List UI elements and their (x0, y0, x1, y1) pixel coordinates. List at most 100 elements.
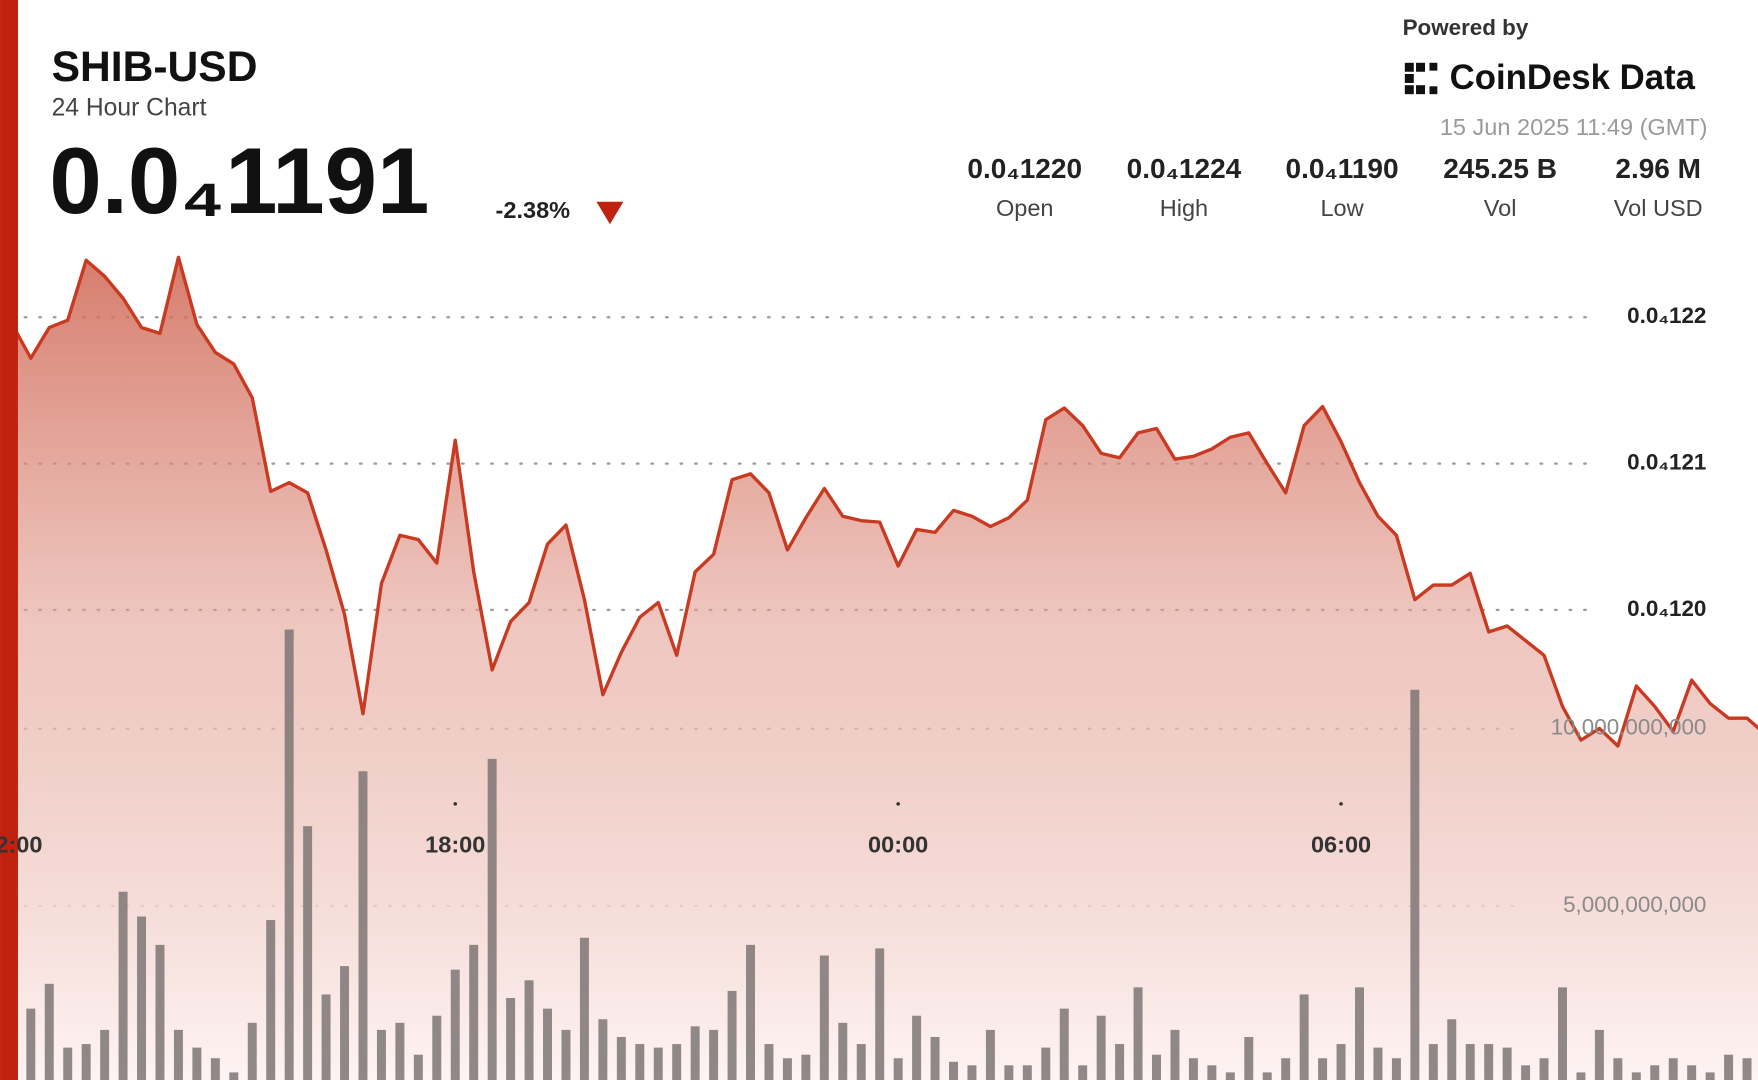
volume-bar (1539, 1058, 1549, 1080)
volume-bar (672, 1044, 682, 1080)
volume-bar (1594, 1029, 1604, 1080)
x-tick-mark (1339, 802, 1343, 806)
brand-logo (1404, 62, 1438, 95)
volume-bar (1631, 1072, 1641, 1080)
stat-label: High (1160, 195, 1208, 221)
volume-bar (801, 1054, 811, 1080)
accent-bar (0, 0, 18, 1080)
volume-bar (709, 1029, 719, 1080)
volume-bar (1484, 1044, 1494, 1080)
volume-bar (1336, 1044, 1346, 1080)
volume-bar (1318, 1058, 1328, 1080)
volume-bar (1355, 987, 1364, 1080)
volume-bar (1041, 1047, 1051, 1080)
current-price: 0.0₄1191 (49, 128, 429, 233)
x-tick-label: 00:00 (868, 832, 928, 858)
volume-bar (690, 1026, 700, 1080)
stats: 0.0₄1220 Open 0.0₄1224 High 0.0₄1190 Low 245.2… (967, 153, 1702, 221)
stat-value: 245.25 B (1443, 153, 1557, 184)
volume-bar (63, 1047, 73, 1080)
volume-bar (1373, 1047, 1383, 1080)
stat-label: Low (1320, 195, 1364, 221)
x-tick-label: 12:00 (0, 832, 42, 858)
chart-subtitle: 24 Hour Chart (52, 94, 207, 121)
volume-bar (1724, 1054, 1734, 1080)
volume-bar (1225, 1072, 1235, 1080)
volume-bar (1004, 1065, 1014, 1080)
line-layer (17, 255, 1758, 806)
volume-bar (155, 944, 165, 1080)
timestamp: 15 Jun 2025 11:49 (GMT) (1440, 114, 1708, 140)
volume-bar (1410, 689, 1420, 1080)
volume-bar (1299, 994, 1309, 1080)
volume-bar (653, 1047, 663, 1080)
volume-bar (1152, 1054, 1161, 1080)
volume-bar (1558, 987, 1567, 1080)
volume-bar (1521, 1065, 1531, 1080)
volume-bar (1705, 1072, 1715, 1080)
stat-value: 2.96 M (1615, 153, 1701, 184)
volume-bar (487, 758, 497, 1080)
volume-bar (1059, 1008, 1069, 1080)
volume-bar (1687, 1065, 1697, 1080)
volume-bar (173, 1029, 183, 1080)
volume-bar (875, 948, 885, 1080)
volume-bar (1613, 1058, 1623, 1080)
chart-title: SHIB-USD (52, 43, 258, 91)
x-tick-mark (896, 802, 900, 806)
volume-bar (1170, 1029, 1180, 1080)
volume-bar (1022, 1065, 1032, 1080)
volume-bar (100, 1029, 110, 1080)
volume-bar (930, 1036, 940, 1080)
stat-value: 0.0₄1190 (1285, 153, 1398, 184)
volume-bar (838, 1022, 848, 1080)
volume-bar (321, 994, 331, 1080)
volume-bar (210, 1058, 220, 1080)
volume-bar (1115, 1044, 1125, 1080)
axis-labels: 0.0₄120 0.0₄121 0.0₄122 5,000,000,000 10,000… (0, 303, 1706, 917)
volume-bar (192, 1047, 202, 1080)
volume-bar (1742, 1058, 1752, 1080)
stat-label: Vol USD (1614, 195, 1703, 221)
volume-bar (118, 891, 128, 1080)
volume-bar (137, 916, 147, 1080)
volume-bar (81, 1044, 91, 1080)
powered-by: Powered by (1403, 15, 1529, 40)
y2-tick-label: 5,000,000,000 (1563, 892, 1706, 917)
volume-bar (949, 1061, 958, 1080)
volume-bar (1281, 1058, 1291, 1080)
brand-name: CoinDesk Data (1450, 59, 1696, 97)
volume-bar (358, 771, 368, 1080)
volume-bar (1576, 1072, 1586, 1080)
x-tick-label: 18:00 (425, 832, 485, 858)
stat-value: 0.0₄1220 (967, 153, 1082, 184)
x-tick-label: 06:00 (1311, 832, 1371, 858)
volume-bar (985, 1029, 995, 1080)
volume-bar (469, 944, 479, 1080)
stat-value: 0.0₄1224 (1127, 153, 1242, 184)
volume-bar (764, 1044, 774, 1080)
price-change: -2.38% (496, 197, 571, 223)
volume-bar (782, 1058, 792, 1080)
volume-bar (819, 955, 829, 1080)
stat-label: Vol (1484, 195, 1517, 221)
x-tick-mark (453, 802, 458, 806)
stat-label: Open (996, 195, 1054, 221)
volume-bar (967, 1065, 977, 1080)
volume-bar (746, 944, 756, 1080)
volume-bar (247, 1022, 257, 1080)
volume-bar (616, 1036, 626, 1080)
volume-bar (376, 1029, 386, 1080)
volume-bar (1244, 1036, 1254, 1080)
volume-bar (395, 1022, 405, 1080)
y2-tick-label: 10,000,000,000 (1551, 715, 1707, 740)
volume-bar (506, 997, 516, 1080)
volume-bar (450, 969, 460, 1080)
volume-bar (1133, 987, 1143, 1080)
down-arrow (596, 201, 624, 225)
volume-bar (44, 983, 54, 1080)
volume-bar (1428, 1044, 1438, 1080)
price-line (17, 255, 1758, 748)
volume-bar (1447, 1019, 1457, 1080)
